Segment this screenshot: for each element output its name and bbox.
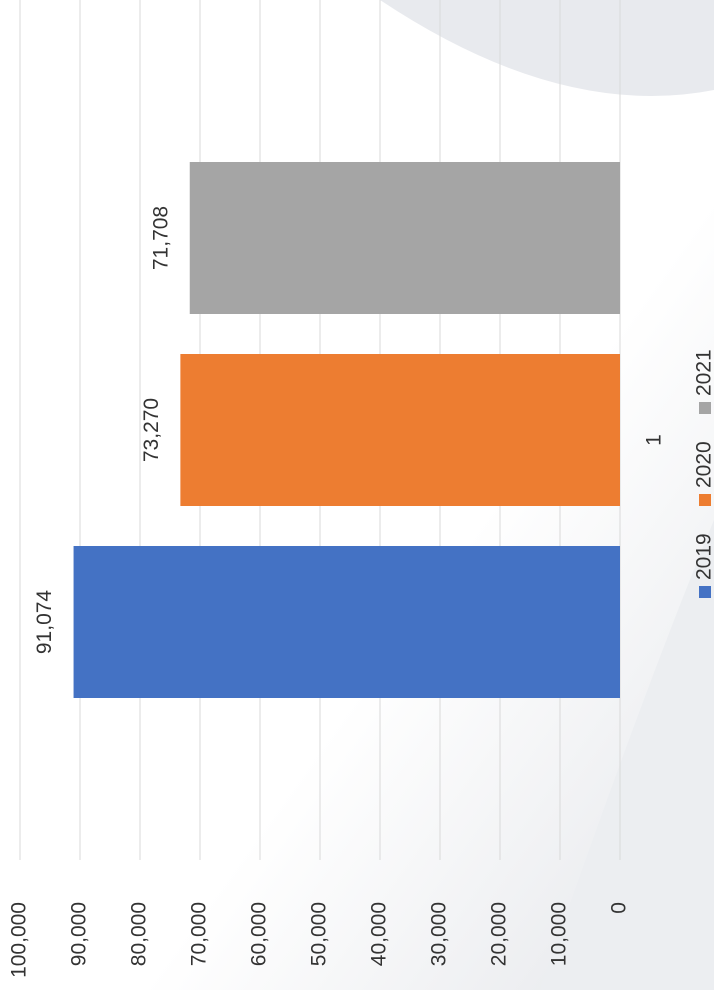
y-tick-label: 10,000 (548, 902, 571, 966)
y-tick-label: 60,000 (248, 902, 271, 966)
decor (540, 520, 714, 990)
legend-swatch (699, 494, 711, 506)
legend-label: 2020 (693, 441, 714, 488)
y-tick-label: 90,000 (68, 902, 91, 966)
value-label: 73,270 (140, 398, 163, 462)
y-tick-label: 100,000 (8, 902, 31, 978)
bar (180, 354, 620, 506)
bar (73, 546, 620, 698)
y-tick-label: 70,000 (188, 902, 211, 966)
value-label: 71,708 (149, 206, 172, 270)
y-tick-label: 20,000 (488, 902, 511, 966)
legend-swatch (699, 586, 711, 598)
legend-label: 2019 (693, 533, 714, 580)
y-tick-label: 40,000 (368, 902, 391, 966)
y-tick-label: 30,000 (428, 902, 451, 966)
legend-swatch (699, 402, 711, 414)
y-tick-label: 80,000 (128, 902, 151, 966)
plot: 0 10,000 20,000 30,000 40,000 50,000 60,000 70,… (8, 0, 714, 978)
legend-label: 2021 (693, 349, 714, 396)
value-label: 91,074 (33, 590, 56, 655)
x-tick-label: 1 (643, 434, 666, 446)
decor (380, 0, 714, 96)
bar (189, 162, 620, 314)
y-tick-label: 0 (608, 902, 631, 914)
y-tick-label: 50,000 (308, 902, 331, 966)
